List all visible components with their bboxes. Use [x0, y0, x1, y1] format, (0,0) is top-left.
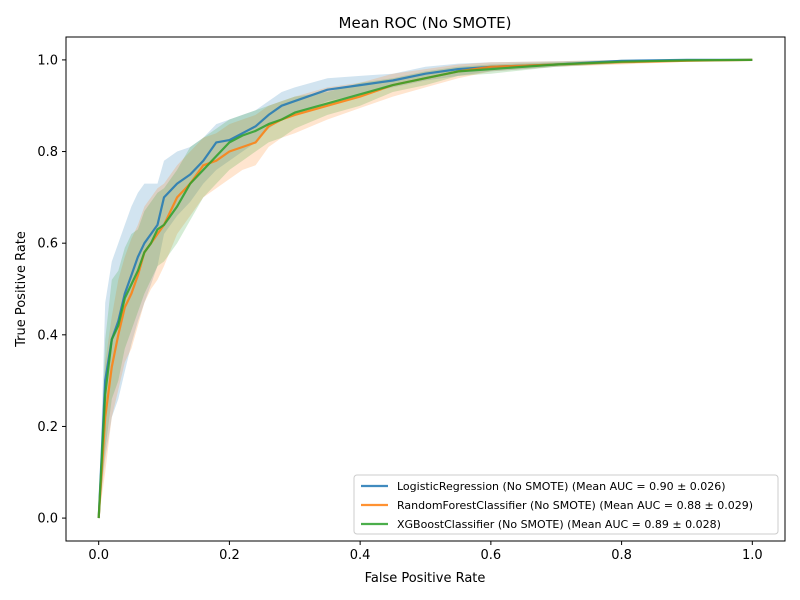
- y-tick-label: 0.0: [37, 512, 58, 527]
- y-tick-label: 1.0: [37, 53, 58, 68]
- series-line-2: [97, 58, 753, 519]
- y-tick-label: 0.2: [37, 420, 58, 435]
- series-lines: [97, 58, 753, 519]
- y-tick-label: 0.6: [37, 237, 58, 252]
- legend: LogisticRegression (No SMOTE) (Mean AUC …: [353, 474, 779, 535]
- y-axis-label: True Positive Rate: [14, 231, 29, 348]
- legend-label: LogisticRegression (No SMOTE) (Mean AUC …: [397, 480, 726, 493]
- x-tick-label: 0.8: [611, 548, 632, 563]
- y-tick-label: 0.8: [37, 145, 58, 160]
- series-line-0: [97, 58, 753, 519]
- legend-label: RandomForestClassifier (No SMOTE) (Mean …: [397, 499, 753, 512]
- chart-title: Mean ROC (No SMOTE): [339, 14, 512, 32]
- y-tick-label: 0.4: [37, 328, 58, 343]
- plot-frame: [65, 36, 786, 542]
- x-axis-label: False Positive Rate: [365, 571, 486, 586]
- x-tick-label: 1.0: [742, 548, 763, 563]
- x-tick-label: 0.4: [350, 548, 371, 563]
- y-axis-ticks: 0.0 0.2 0.4 0.6 0.8 1.0: [37, 53, 66, 527]
- x-tick-label: 0.2: [219, 548, 240, 563]
- legend-label: XGBoostClassifier (No SMOTE) (Mean AUC =…: [397, 518, 721, 531]
- x-tick-label: 0.0: [88, 548, 109, 563]
- x-axis-ticks: 0.0 0.2 0.4 0.6 0.8 1.0: [88, 541, 763, 563]
- legend-box: [353, 474, 779, 535]
- x-tick-label: 0.6: [481, 548, 502, 563]
